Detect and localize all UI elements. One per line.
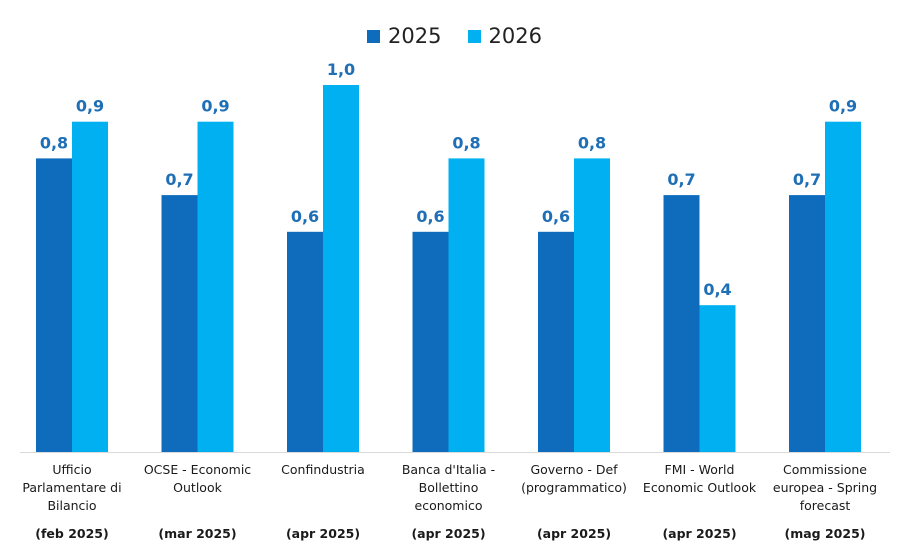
- category-label-7-line-1: Commissione: [783, 462, 867, 477]
- category-label-4-line-1: Banca d'Italia -: [402, 462, 495, 477]
- bar-2025-5: [538, 231, 574, 452]
- data-label-2025-2: 0,7: [165, 170, 193, 189]
- category-date-1: (feb 2025): [35, 526, 108, 541]
- legend-label-2026: 2026: [488, 24, 542, 48]
- data-label-2025-1: 0,8: [40, 133, 68, 152]
- category-label-6-line-2: Economic Outlook: [643, 480, 757, 495]
- category-label-1-line-3: Bilancio: [47, 498, 96, 513]
- legend-item-2025: 2025: [367, 24, 442, 48]
- bar-2026-3: [323, 85, 359, 452]
- legend-swatch-2025: [367, 29, 381, 43]
- data-label-2026-7: 0,9: [829, 97, 857, 116]
- data-label-2026-5: 0,8: [578, 133, 606, 152]
- category-label-2-line-2: Outlook: [173, 480, 222, 495]
- legend-label-2025: 2025: [388, 24, 442, 48]
- bar-2026-4: [448, 158, 485, 452]
- bar-2026-2: [197, 121, 234, 452]
- category-date-4: (apr 2025): [411, 526, 485, 541]
- bar-2025-2: [161, 195, 198, 452]
- data-label-2025-5: 0,6: [542, 207, 570, 226]
- data-label-2025-4: 0,6: [416, 207, 444, 226]
- category-label-5-line-2: (programmatico): [521, 480, 627, 495]
- data-label-2026-6: 0,4: [703, 280, 731, 299]
- category-label-5-line-1: Governo - Def: [530, 462, 618, 477]
- bar-2026-7: [825, 121, 861, 452]
- category-label-4-line-3: economico: [415, 498, 483, 513]
- category-label-7-line-2: europea - Spring: [773, 480, 877, 495]
- bar-2025-7: [789, 195, 825, 452]
- category-label-3-line-1: Confindustria: [281, 462, 365, 477]
- legend-swatch-2026: [467, 29, 481, 43]
- category-date-2: (mar 2025): [158, 526, 236, 541]
- category-date-5: (apr 2025): [537, 526, 611, 541]
- bar-2025-6: [663, 195, 700, 452]
- category-date-7: (mag 2025): [785, 526, 866, 541]
- data-label-2026-2: 0,9: [201, 97, 229, 116]
- category-label-2-line-1: OCSE - Economic: [144, 462, 251, 477]
- bar-2026-5: [574, 158, 610, 452]
- bar-2025-3: [287, 231, 323, 452]
- data-label-2025-3: 0,6: [291, 207, 319, 226]
- category-label-7-line-3: forecast: [800, 498, 851, 513]
- bar-2026-1: [72, 121, 108, 452]
- bar-2025-4: [412, 231, 449, 452]
- category-label-1-line-1: Ufficio: [52, 462, 91, 477]
- bar-2026-6: [699, 305, 736, 452]
- category-label-1-line-2: Parlamentare di: [22, 480, 121, 495]
- legend-item-2026: 2026: [467, 24, 542, 48]
- category-date-3: (apr 2025): [286, 526, 360, 541]
- bar-2025-1: [36, 158, 72, 452]
- data-label-2026-3: 1,0: [327, 60, 355, 79]
- data-label-2025-6: 0,7: [667, 170, 695, 189]
- data-label-2025-7: 0,7: [793, 170, 821, 189]
- category-label-6-line-1: FMI - World: [665, 462, 735, 477]
- data-label-2026-1: 0,9: [76, 97, 104, 116]
- legend: 2025 2026: [0, 24, 909, 48]
- category-label-4-line-2: Bollettino: [419, 480, 479, 495]
- category-date-6: (apr 2025): [662, 526, 736, 541]
- data-label-2026-4: 0,8: [452, 133, 480, 152]
